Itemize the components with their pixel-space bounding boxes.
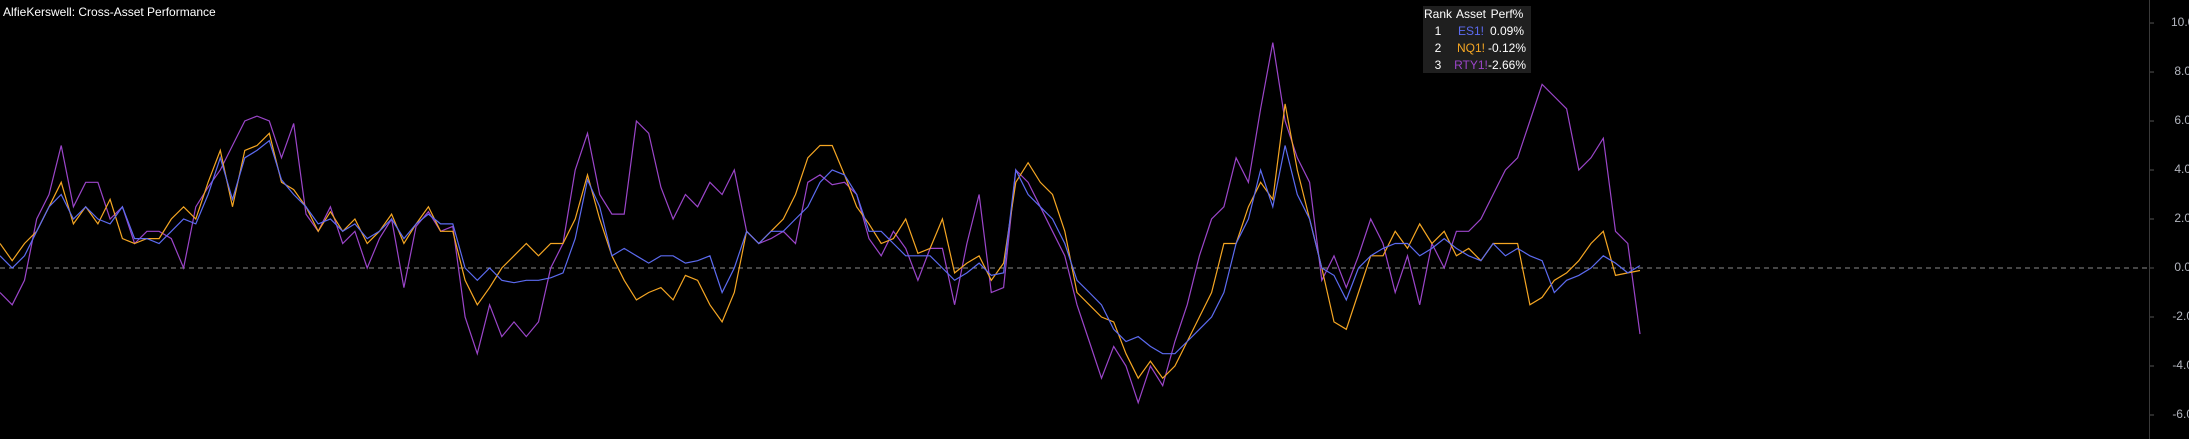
table-perf: -2.66%	[1488, 58, 1526, 72]
table-asset: NQ1!	[1457, 41, 1485, 55]
y-tick-label: 4.00	[2174, 162, 2189, 176]
table-background	[1423, 6, 1531, 73]
table-header: Perf%	[1491, 7, 1524, 21]
table-rank: 2	[1435, 41, 1442, 55]
y-tick-label: 10.00	[2171, 15, 2189, 29]
table-perf: 0.09%	[1490, 24, 1524, 38]
series-line	[0, 139, 1641, 355]
table-asset: RTY1!	[1454, 58, 1488, 72]
y-tick-label: 2.00	[2174, 211, 2189, 225]
y-tick-label: -4.00	[2172, 358, 2189, 372]
table-rank: 3	[1435, 58, 1442, 72]
y-tick-label: 0.00	[2174, 260, 2189, 274]
chart-title: AlfieKerswell: Cross-Asset Performance	[3, 5, 216, 19]
table-asset: ES1!	[1458, 24, 1484, 38]
y-tick-label: -6.00	[2172, 407, 2189, 421]
y-tick-label: -2.00	[2172, 309, 2189, 323]
table-header: Rank	[1424, 7, 1453, 21]
series-line	[0, 42, 1641, 405]
series-line	[0, 103, 1641, 380]
table-rank: 1	[1435, 24, 1442, 38]
table-header: Asset	[1456, 7, 1487, 21]
table-perf: -0.12%	[1488, 41, 1526, 55]
y-tick-label: 8.00	[2174, 64, 2189, 78]
y-tick-label: 6.00	[2174, 113, 2189, 127]
